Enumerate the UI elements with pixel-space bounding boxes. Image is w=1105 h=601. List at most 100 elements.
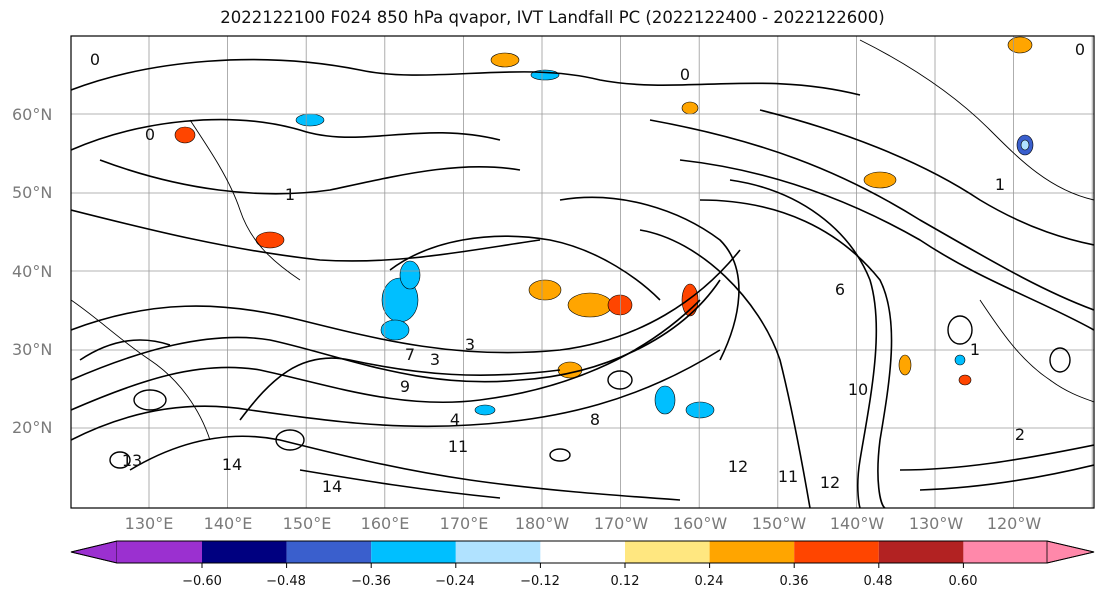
colorbar-segment bbox=[117, 541, 202, 563]
contour-value-label: 12 bbox=[820, 473, 840, 492]
lat-label-30: 30°N bbox=[12, 340, 53, 359]
contour-value-label: 4 bbox=[450, 410, 460, 429]
contour-value-label: 0 bbox=[145, 125, 155, 144]
shaded-anomaly bbox=[654, 385, 676, 415]
colorbar-segment bbox=[202, 541, 287, 563]
lat-label-40: 40°N bbox=[12, 262, 53, 281]
contour-value-label: 2 bbox=[1015, 425, 1025, 444]
colorbar-segment bbox=[286, 541, 372, 563]
shaded-anomaly bbox=[958, 374, 972, 386]
ivt-contour-line bbox=[71, 249, 741, 354]
lon-label: 150°E bbox=[282, 514, 332, 533]
colorbar-tick-label: 0.48 bbox=[863, 574, 893, 589]
coastline bbox=[859, 39, 1094, 201]
contour-value-label: 13 bbox=[122, 451, 142, 470]
ivt-contour-line bbox=[679, 159, 1094, 331]
ivt-contour-line bbox=[299, 469, 501, 499]
contour-value-label: 0 bbox=[680, 65, 690, 84]
colorbar-segment bbox=[709, 541, 795, 563]
ivt-contour-line bbox=[899, 444, 1094, 471]
shaded-anomaly bbox=[863, 171, 897, 189]
contour-value-label: 9 bbox=[400, 377, 410, 396]
colorbar-outline bbox=[70, 540, 1095, 564]
contour-value-label: 10 bbox=[848, 380, 868, 399]
contour-value-label: 12 bbox=[728, 457, 748, 476]
ivt-contour-line bbox=[71, 299, 701, 411]
shaded-anomaly bbox=[681, 101, 699, 115]
ivt-contour-line bbox=[649, 119, 1094, 311]
title-container: 2022122100 F024 850 hPa qvapor, IVT Land… bbox=[0, 0, 1105, 34]
lon-label: 170°E bbox=[439, 514, 489, 533]
lon-label: 160°E bbox=[360, 514, 410, 533]
shaded-anomaly bbox=[1007, 36, 1033, 54]
ivt-contour-line bbox=[639, 229, 811, 508]
map-background bbox=[71, 36, 1094, 508]
colorbar-tick-label: −0.36 bbox=[351, 574, 391, 589]
ivt-contour-line bbox=[919, 464, 1094, 491]
lon-label: 150°W bbox=[751, 514, 807, 533]
lon-label: 130°E bbox=[124, 514, 174, 533]
lon-label: 140°E bbox=[203, 514, 253, 533]
contour-value-label: 14 bbox=[222, 455, 242, 474]
contour-value-label: 11 bbox=[778, 467, 798, 486]
coastline bbox=[189, 119, 301, 281]
shaded-anomaly bbox=[954, 354, 966, 366]
contour-value-label: 8 bbox=[590, 410, 600, 429]
ivt-closed-contour bbox=[549, 448, 571, 462]
colorbar-segment bbox=[878, 541, 964, 563]
map-title: 2022122100 F024 850 hPa qvapor, IVT Land… bbox=[220, 8, 885, 27]
ivt-contour-line bbox=[71, 349, 721, 441]
colorbar-tick-label: 0.36 bbox=[779, 574, 809, 589]
contour-value-label: 7 bbox=[405, 345, 415, 364]
coastline bbox=[71, 299, 211, 441]
lon-label: 130°W bbox=[908, 514, 964, 533]
lat-label-50: 50°N bbox=[12, 183, 53, 202]
ivt-contour-line bbox=[729, 179, 878, 508]
lon-label: 120°W bbox=[986, 514, 1042, 533]
shaded-anomaly bbox=[681, 283, 699, 317]
lon-label: 170°W bbox=[593, 514, 649, 533]
lat-label-20: 20°N bbox=[12, 418, 53, 437]
colorbar-tick-label: −0.48 bbox=[266, 574, 306, 589]
ivt-contour-line bbox=[389, 235, 661, 301]
coastline bbox=[979, 299, 1094, 403]
shaded-anomaly bbox=[898, 354, 912, 376]
shaded-anomaly bbox=[399, 260, 421, 290]
contour-value-label: 1 bbox=[970, 340, 980, 359]
lon-label: 180°W bbox=[514, 514, 570, 533]
contour-value-label: 14 bbox=[322, 477, 342, 496]
ivt-contour-line bbox=[699, 199, 893, 508]
shaded-anomaly bbox=[528, 279, 562, 301]
shaded-anomaly bbox=[685, 401, 715, 419]
colorbar-tick-label: 0.12 bbox=[610, 574, 640, 589]
colorbar-extend-right bbox=[1046, 540, 1095, 564]
ivt-closed-contour bbox=[109, 451, 131, 469]
colorbar-segment bbox=[540, 541, 625, 563]
shaded-anomaly bbox=[1020, 139, 1030, 151]
lat-label-60: 60°N bbox=[12, 105, 53, 124]
contour-value-label: 1 bbox=[285, 185, 295, 204]
ivt-contour-line bbox=[559, 196, 740, 361]
contour-value-label: 11 bbox=[448, 437, 468, 456]
shaded-anomaly bbox=[295, 113, 325, 127]
colorbar-tick-label: 0.24 bbox=[694, 574, 724, 589]
shaded-anomaly bbox=[607, 294, 633, 316]
shaded-anomaly bbox=[380, 319, 410, 341]
colorbar-tick-label: 0.60 bbox=[948, 574, 978, 589]
ivt-closed-contour bbox=[1049, 347, 1071, 373]
colorbar-segment bbox=[794, 541, 879, 563]
colorbar-segment bbox=[455, 541, 541, 563]
contour-value-label: 0 bbox=[90, 50, 100, 69]
ivt-closed-contour bbox=[947, 315, 973, 345]
contour-value-label: 1 bbox=[995, 175, 1005, 194]
contour-value-label: 6 bbox=[835, 280, 845, 299]
colorbar-segment bbox=[963, 541, 1047, 563]
ivt-closed-contour bbox=[275, 429, 305, 451]
map-border bbox=[70, 35, 1095, 509]
ivt-closed-contour bbox=[607, 370, 633, 390]
contour-value-label: 3 bbox=[430, 350, 440, 369]
ivt-closed-contour bbox=[133, 389, 167, 411]
colorbar-segment bbox=[625, 541, 710, 563]
